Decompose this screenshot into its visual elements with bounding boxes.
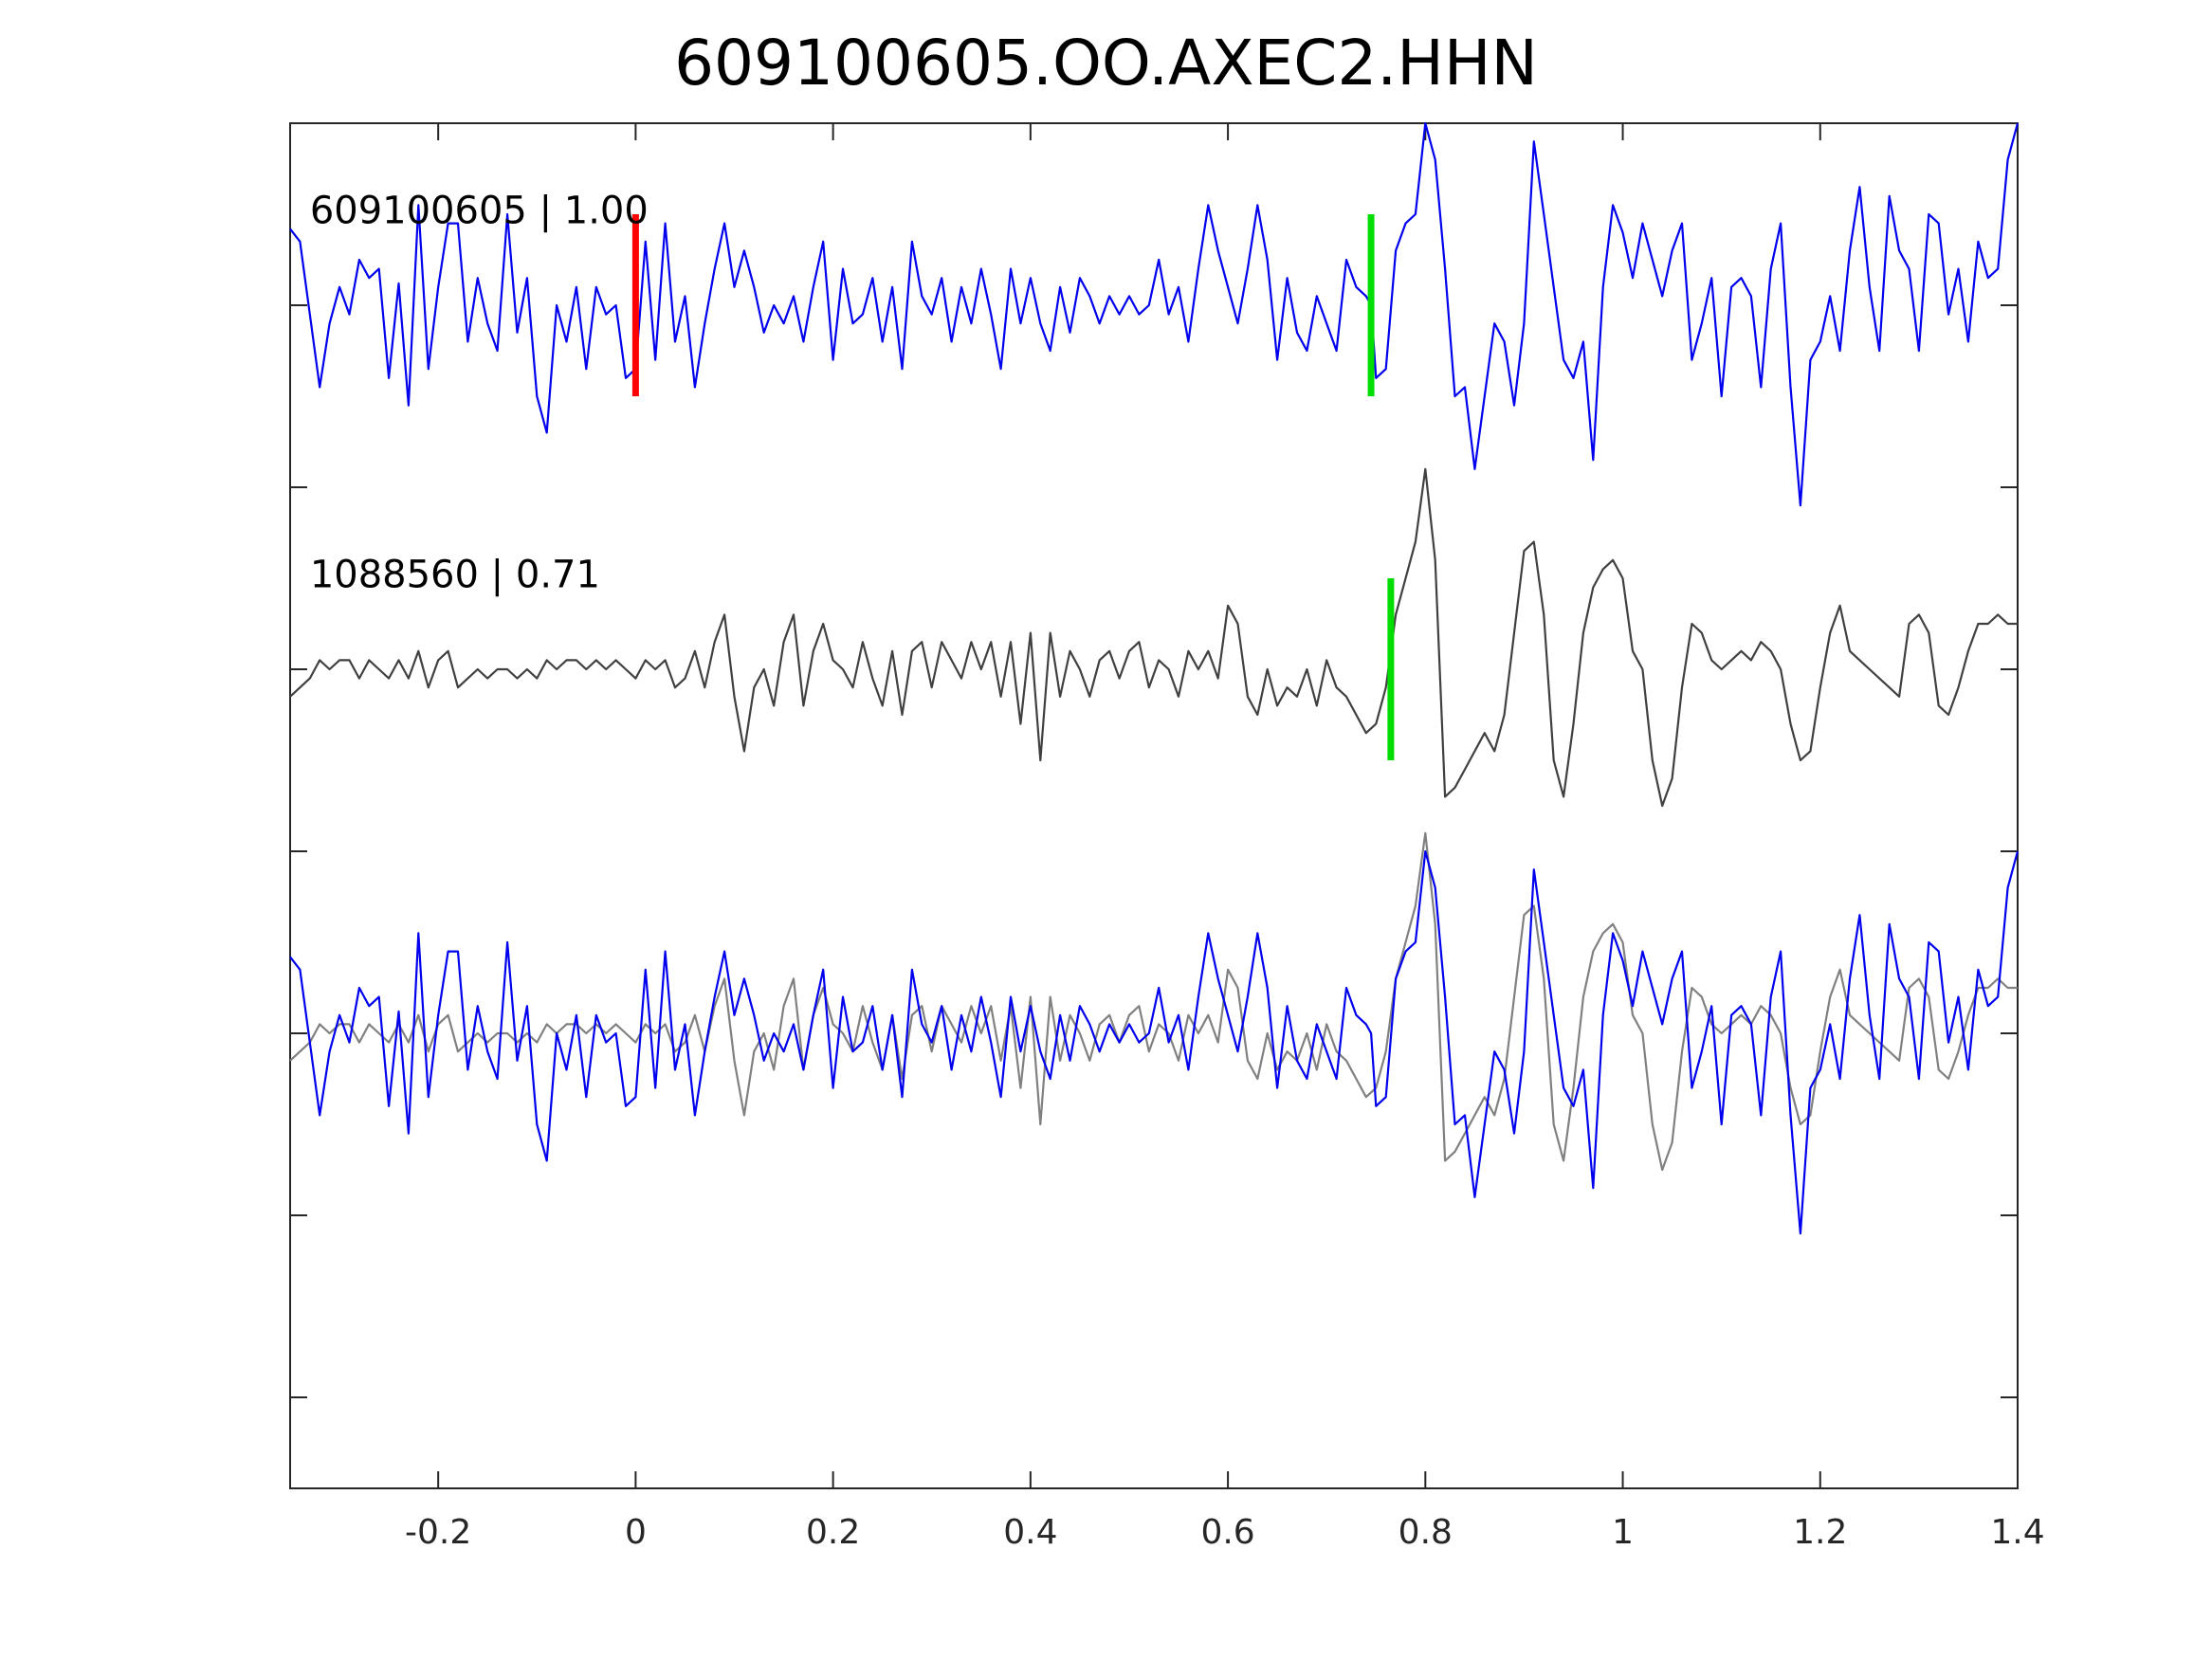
chart-title: 609100605.OO.AXEC2.HHN <box>674 27 1538 100</box>
x-tick-label: 0.2 <box>806 1513 860 1552</box>
pick-markers <box>631 214 1395 760</box>
series-line-overlay-template <box>289 849 2020 1235</box>
x-tick-label: 1.2 <box>1793 1513 1847 1552</box>
trace-labels: 609100605 | 1.00 1088560 | 0.71 <box>310 190 649 597</box>
y-axis-ticks <box>290 304 2018 1398</box>
x-tick-label: 0.4 <box>1003 1513 1057 1552</box>
trace-label: 1088560 | 0.71 <box>310 554 600 597</box>
series-line-template <box>289 121 2020 507</box>
x-axis-ticks: -0.2 0 0.2 0.4 0.6 0.8 1 1.2 1.4 <box>405 123 2045 1552</box>
x-tick-label: 1.4 <box>1990 1513 2044 1552</box>
axes-frame <box>289 122 2019 1489</box>
x-tick-label: 1 <box>1612 1513 1634 1552</box>
x-tick-label: 0.6 <box>1200 1513 1254 1552</box>
x-tick-label: 0.8 <box>1398 1513 1453 1552</box>
x-tick-label: -0.2 <box>405 1513 471 1552</box>
plot-box <box>289 122 2019 1489</box>
x-tick-label: 0 <box>625 1513 647 1552</box>
series-line-candidate <box>289 467 2018 808</box>
trace-label: 609100605 | 1.00 <box>310 190 649 233</box>
traces <box>289 121 2020 1235</box>
